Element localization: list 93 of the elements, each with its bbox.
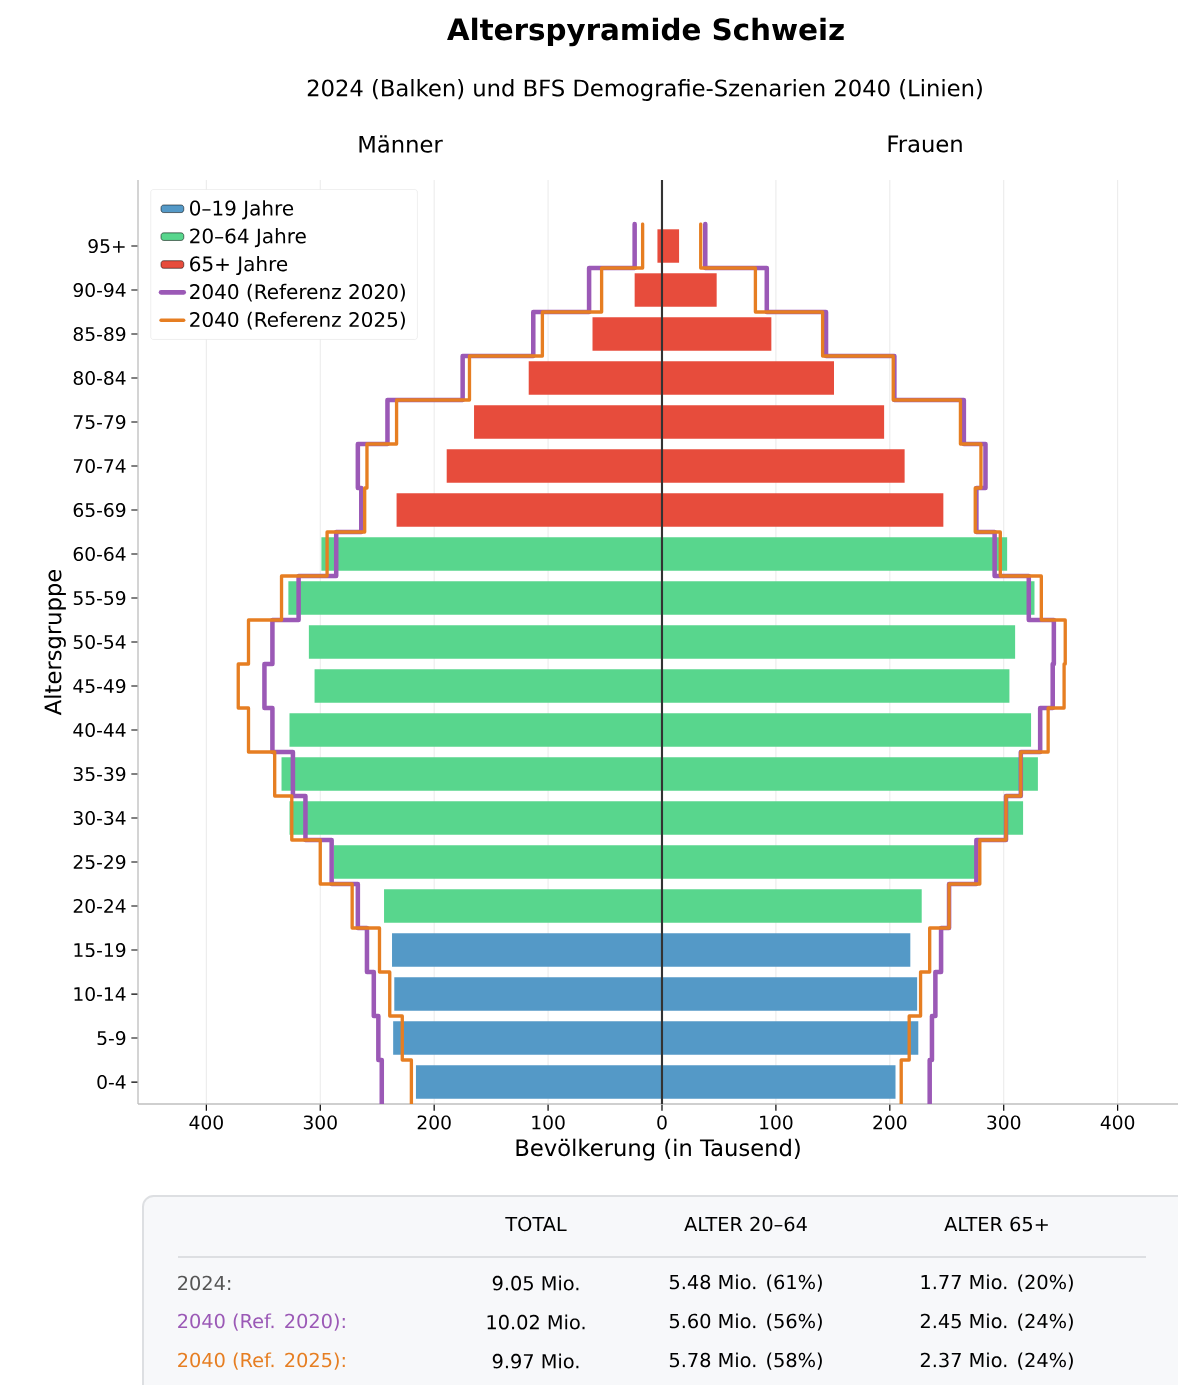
bar xyxy=(661,1065,896,1099)
text: 2024: xyxy=(178,1275,231,1291)
y-tick-label: 55-59 xyxy=(73,590,126,606)
text: 5.48 Mio. (61%) xyxy=(669,1274,822,1292)
y-tick-label: 5-9 xyxy=(97,1030,126,1046)
bar xyxy=(661,801,1024,835)
x-tick-label: 0 xyxy=(657,1115,667,1130)
bar xyxy=(661,581,1035,615)
bar xyxy=(661,537,1008,571)
text: 9.97 Mio. xyxy=(492,1353,579,1369)
y-axis-title: Altersgruppe xyxy=(43,569,66,716)
bar xyxy=(384,889,662,923)
bar xyxy=(661,317,772,351)
legend-label: 2040 (Referenz 2020) xyxy=(190,283,405,302)
x-tick-label: 100 xyxy=(760,1115,793,1130)
y-tick-label: 50-54 xyxy=(73,634,126,650)
x-tick-label: 400 xyxy=(189,1115,223,1130)
legend-label: 20–64 Jahre xyxy=(190,228,306,248)
text: 1.77 Mio. (20%) xyxy=(921,1274,1073,1292)
bar xyxy=(661,405,885,439)
x-tick-label: 100 xyxy=(532,1115,565,1130)
text: TOTAL xyxy=(505,1216,567,1232)
y-tick-label: 95+ xyxy=(88,238,125,254)
bar xyxy=(661,977,918,1011)
y-tick-label: 30-34 xyxy=(73,810,126,826)
legend-label: 0–19 Jahre xyxy=(190,200,294,220)
y-tick-label: 35-39 xyxy=(73,766,126,782)
bar xyxy=(321,537,662,571)
text: ALTER 20–64 xyxy=(684,1216,807,1232)
bar xyxy=(634,273,662,307)
y-tick-label: 25-29 xyxy=(73,854,126,870)
bar xyxy=(661,273,717,307)
bar xyxy=(661,1021,919,1055)
bar xyxy=(661,933,911,967)
bar xyxy=(661,449,905,483)
bar xyxy=(528,361,662,395)
text: 5.78 Mio. (58%) xyxy=(669,1352,822,1370)
bar xyxy=(288,581,662,615)
y-tick-label: 75-79 xyxy=(73,414,126,430)
y-tick-label: 65-69 xyxy=(73,502,126,518)
bar xyxy=(289,713,662,747)
bar xyxy=(661,889,922,923)
bar xyxy=(661,713,1032,747)
y-tick-label: 90-94 xyxy=(73,282,126,298)
y-tick-label: 60-64 xyxy=(73,546,126,562)
x-tick-label: 200 xyxy=(417,1115,451,1130)
bar xyxy=(661,669,1010,703)
bar xyxy=(392,933,662,967)
bar xyxy=(314,669,662,703)
bar xyxy=(415,1065,662,1099)
y-tick-label: 85-89 xyxy=(73,326,126,342)
y-tick-label: 15-19 xyxy=(74,942,126,958)
y-tick-label: 70-74 xyxy=(73,458,126,474)
y-tick-label: 45-49 xyxy=(73,678,126,694)
bar xyxy=(393,1021,662,1055)
bar xyxy=(333,845,662,879)
x-tick-label: 400 xyxy=(1100,1115,1135,1130)
chart-title: Alterspyramide Schweiz xyxy=(447,17,844,47)
text: 2.37 Mio. (24%) xyxy=(920,1352,1073,1370)
text: 10.02 Mio. xyxy=(487,1314,585,1330)
bar xyxy=(661,229,680,263)
bar xyxy=(661,757,1038,791)
bar xyxy=(308,625,662,659)
text: 2.45 Mio. (24%) xyxy=(920,1313,1073,1331)
y-tick-label: 40-44 xyxy=(73,722,126,738)
bar xyxy=(661,493,944,527)
text: Männer xyxy=(359,135,443,153)
x-tick-label: 300 xyxy=(303,1115,337,1130)
bar xyxy=(474,405,662,439)
text: 9.05 Mio. xyxy=(492,1275,579,1291)
bar xyxy=(661,845,976,879)
y-tick-label: 10-14 xyxy=(74,986,126,1002)
legend-label: 65+ Jahre xyxy=(190,255,288,276)
x-tick-label: 200 xyxy=(873,1115,907,1130)
text: 5.60 Mio. (56%) xyxy=(669,1313,822,1331)
text: 2040 (Ref. 2020): xyxy=(178,1313,345,1331)
y-tick-label: 20-24 xyxy=(73,898,126,914)
y-tick-label: 0-4 xyxy=(97,1074,126,1090)
bar xyxy=(661,625,1016,659)
y-tick-label: 80-84 xyxy=(73,370,126,386)
x-axis-title: Bevölkerung (in Tausend) xyxy=(516,1138,800,1161)
legend-label: 2040 (Referenz 2025) xyxy=(190,311,405,330)
text: Frauen xyxy=(888,135,962,153)
bar xyxy=(281,757,662,791)
bar xyxy=(592,317,662,351)
bar xyxy=(396,493,662,527)
bar xyxy=(661,361,834,395)
x-tick-label: 300 xyxy=(987,1115,1021,1130)
text: ALTER 65+ xyxy=(944,1216,1048,1232)
text: 2040 (Ref. 2025): xyxy=(178,1352,345,1370)
chart-subtitle: 2024 (Balken) und BFS Demografie-Szenarien 2040 (Linien) xyxy=(307,79,982,101)
bar xyxy=(446,449,662,483)
bar xyxy=(394,977,662,1011)
